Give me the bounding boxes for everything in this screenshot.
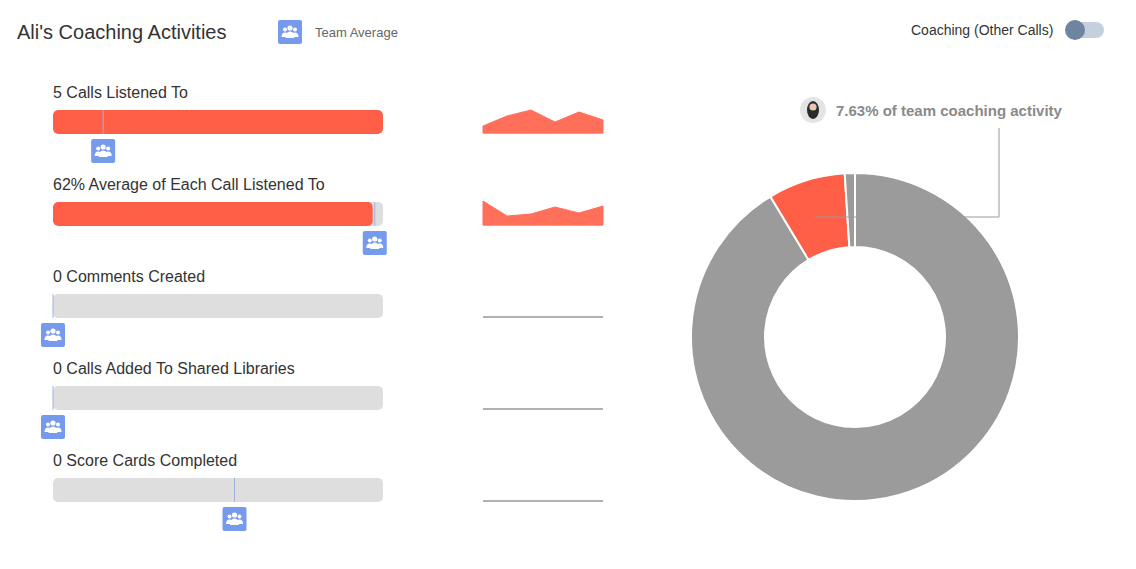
icon-body [236, 520, 243, 525]
sparkline-area [483, 317, 603, 318]
team-icon [91, 139, 115, 163]
annotation: 7.63% of team coaching activity [800, 97, 1063, 217]
bar [53, 478, 54, 502]
icon-head [238, 515, 242, 519]
sparkline-area [483, 409, 603, 410]
team-average-line [234, 478, 235, 502]
team-average-line [53, 294, 54, 318]
icon-head [283, 28, 287, 32]
icon-head [101, 144, 106, 149]
bar-track [53, 202, 383, 226]
sparkline-area-group [483, 110, 603, 133]
bar [53, 294, 54, 318]
icon-head [378, 239, 382, 243]
avatar [800, 97, 826, 123]
team-icon [41, 415, 65, 439]
metric-label: 0 Score Cards Completed [53, 452, 237, 469]
team-icon [278, 20, 302, 44]
metric-label: 0 Comments Created [53, 268, 205, 285]
team-icon [41, 323, 65, 347]
icon-head [50, 420, 55, 425]
icon-body [105, 152, 112, 157]
metric: 0 Calls Added To Shared Libraries [41, 360, 383, 439]
team-average-line [374, 202, 375, 226]
icon-box [41, 323, 65, 347]
icon-head [56, 423, 60, 427]
sparkline-baseline [483, 409, 603, 410]
icon-box [91, 139, 115, 163]
bar-track [53, 386, 383, 410]
sparkline-area [483, 501, 603, 502]
bar-group [53, 202, 373, 226]
icon-head [50, 328, 55, 333]
icon-box [363, 231, 387, 255]
icon-head [293, 28, 297, 32]
sparkline [483, 409, 603, 410]
sparkline-baseline [483, 501, 603, 502]
bar-track [53, 110, 383, 134]
donut [691, 173, 1019, 501]
team-average-line [103, 110, 104, 134]
avatar-face [809, 103, 816, 110]
team-average-line [53, 386, 54, 410]
slice [845, 173, 855, 247]
bar [53, 202, 373, 226]
dashboard: Ali's Coaching Activities Team Average Coa… [0, 0, 1136, 569]
bar-track [53, 294, 383, 318]
bar [53, 110, 383, 134]
sparkline [483, 501, 603, 502]
sparkline-area [483, 110, 603, 133]
toggle[interactable] [1065, 20, 1104, 40]
icon-head [96, 147, 100, 151]
icon-head [46, 423, 50, 427]
bar-track [53, 478, 383, 502]
annotation-text: 7.63% of team coaching activity [836, 102, 1063, 119]
icon-box [223, 507, 247, 531]
sparkline [483, 201, 603, 225]
leader-line [815, 128, 999, 217]
team-icon [363, 231, 387, 255]
icon-body [55, 336, 62, 341]
sparkline [483, 317, 603, 318]
icon-box [278, 20, 302, 44]
sparkline-area [483, 201, 603, 225]
bar [53, 386, 54, 410]
avatar-bg [800, 97, 826, 123]
sparkline-area-group [483, 317, 603, 318]
legend-label: Team Average [315, 25, 398, 40]
icon-body [292, 33, 299, 38]
icon-head [46, 331, 50, 335]
icon-head [232, 512, 237, 517]
icon-head [287, 25, 292, 30]
icon-head [372, 236, 377, 241]
icon-head [368, 239, 372, 243]
sparkline-baseline [483, 317, 603, 318]
sparkline-area-group [483, 409, 603, 410]
avatar-hair [807, 101, 819, 119]
sparkline-area-group [483, 501, 603, 502]
icon-head [228, 515, 232, 519]
metric: 0 Comments Created [41, 268, 383, 347]
team-icon [223, 507, 247, 531]
icon-body [55, 428, 62, 433]
sparkline-area-group [483, 201, 603, 225]
metric: 0 Score Cards Completed [53, 452, 383, 531]
metric-label: 5 Calls Listened To [53, 84, 188, 101]
icon-head [56, 331, 60, 335]
bar-group [53, 110, 383, 134]
icon-body [376, 244, 383, 249]
title: Ali's Coaching Activities [17, 21, 226, 43]
metric: 62% Average of Each Call Listened To [53, 176, 387, 255]
metric-label: 62% Average of Each Call Listened To [53, 176, 325, 193]
metric-label: 0 Calls Added To Shared Libraries [53, 360, 295, 377]
sparkline [483, 110, 603, 133]
metric: 5 Calls Listened To [53, 84, 383, 163]
icon-box [41, 415, 65, 439]
toggle-label: Coaching (Other Calls) [911, 22, 1053, 38]
icon-head [106, 147, 110, 151]
slice [691, 173, 1019, 501]
toggle-knob[interactable] [1065, 20, 1085, 40]
